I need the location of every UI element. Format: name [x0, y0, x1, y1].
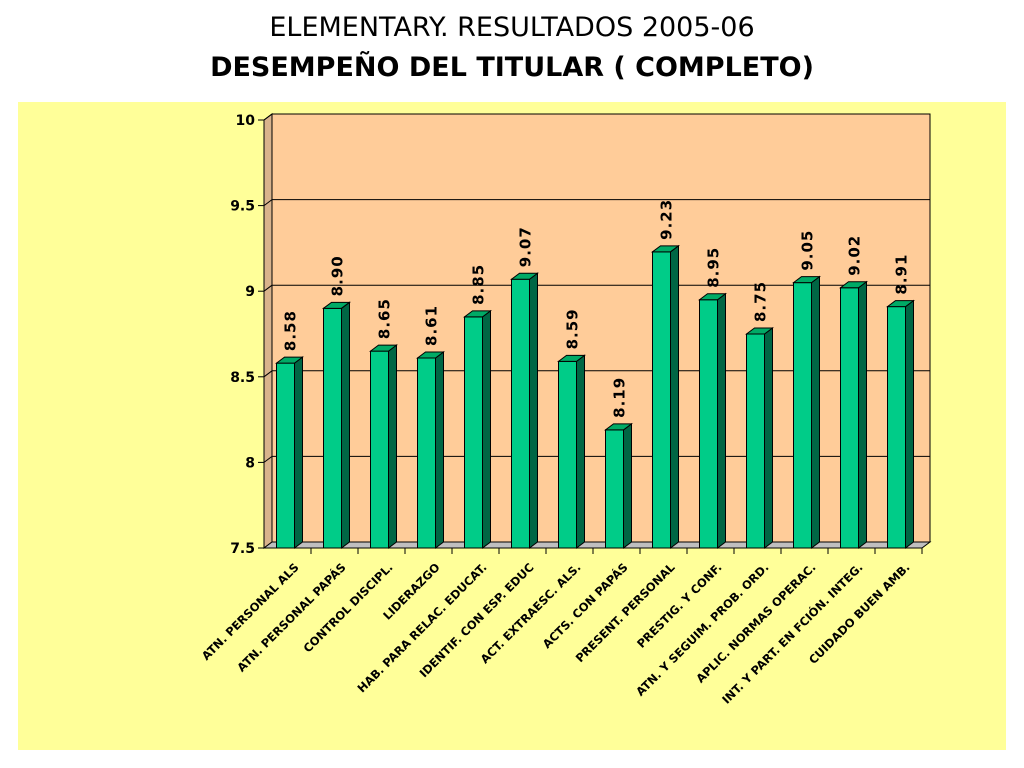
- bar-front: [464, 316, 483, 549]
- bar-front: [840, 287, 859, 549]
- bar-front: [793, 282, 812, 549]
- bar-top: [604, 423, 633, 431]
- bar-top: [698, 293, 727, 301]
- bar-side: [482, 309, 491, 549]
- bar-top: [745, 327, 774, 335]
- data-label: 8.58: [282, 310, 300, 351]
- data-label: 8.61: [423, 305, 441, 346]
- data-label: 9.07: [517, 226, 535, 267]
- data-label: 8.95: [705, 247, 723, 288]
- gridlines: [263, 113, 930, 463]
- bar: [839, 280, 868, 549]
- bar-chart: 8.588.908.65 8.618.859.078.598.199.238.95…: [18, 102, 1006, 750]
- bar-top: [651, 245, 680, 253]
- bar-side: [576, 354, 585, 549]
- bars: [275, 244, 915, 549]
- y-tick-label: 7.5: [230, 541, 255, 557]
- bar-side: [670, 244, 679, 549]
- y-tick-label: 8: [245, 455, 255, 471]
- bar: [463, 309, 492, 549]
- bar-front: [558, 360, 577, 549]
- bar-front: [370, 350, 389, 549]
- data-label: 8.85: [470, 264, 488, 305]
- bar-top: [886, 300, 915, 308]
- y-tick-label: 9.5: [230, 199, 255, 215]
- bar: [792, 275, 821, 549]
- bar-side: [717, 292, 726, 549]
- data-label: 9.23: [658, 199, 676, 240]
- bar-side: [623, 422, 632, 549]
- bar: [651, 244, 680, 549]
- bar: [369, 344, 398, 549]
- bar-top: [839, 281, 868, 289]
- bar: [416, 350, 445, 549]
- bar: [275, 356, 304, 549]
- gridline-side: [263, 284, 273, 292]
- bar-front: [887, 306, 906, 549]
- chart-title: ELEMENTARY. RESULTADOS 2005-06: [269, 12, 755, 43]
- plot-area: [262, 113, 932, 549]
- bar-side: [294, 356, 303, 549]
- data-labels: 8.58 8.90 8.65 8.61 8.85 9.07 8.59 8.19 9.23 8.95…: [282, 199, 911, 418]
- y-tick-label: 9: [245, 284, 255, 300]
- bar-top: [322, 301, 351, 309]
- data-label: 9.05: [799, 230, 817, 271]
- bar-top: [463, 310, 492, 318]
- bar-top: [792, 276, 821, 284]
- y-tick-label: 10: [236, 113, 256, 129]
- bar-front: [746, 333, 765, 549]
- gridline-side: [263, 199, 273, 206]
- bar-side: [388, 344, 397, 549]
- bar: [698, 292, 727, 549]
- bar: [510, 272, 539, 549]
- data-label: 8.90: [329, 255, 347, 296]
- bar-side: [858, 280, 867, 549]
- bar-side: [529, 272, 538, 549]
- bar: [604, 422, 633, 549]
- bar-front: [417, 357, 436, 549]
- gridline-side: [263, 370, 273, 378]
- bar-front: [276, 362, 295, 549]
- plot-side-wall: [263, 113, 273, 549]
- bar-front: [699, 299, 718, 549]
- chart-subtitle: DESEMPEÑO DEL TITULAR ( COMPLETO): [210, 52, 814, 83]
- chart-panel: 8.58 8.90 8.65 8.61 8.85 9.07 8.59 8.19 9.23 8.95…: [18, 102, 1006, 750]
- bar-top: [510, 272, 539, 280]
- bar-side: [811, 275, 820, 549]
- data-label: 9.02: [846, 235, 864, 276]
- data-label: 8.65: [376, 298, 394, 339]
- bar-top: [557, 354, 586, 362]
- bar: [322, 301, 351, 549]
- y-tick-label: 8.5: [230, 370, 255, 386]
- plot-floor: [262, 541, 932, 549]
- bar-front: [511, 278, 530, 549]
- data-label: 8.75: [752, 281, 770, 322]
- bar-top: [416, 351, 445, 359]
- bar-front: [605, 429, 624, 549]
- data-label: 8.19: [611, 377, 629, 418]
- y-axis-ticks: 7.5 8 8.5 9 9.5 10: [230, 113, 264, 557]
- data-label: 8.91: [893, 254, 911, 295]
- gridline-side: [263, 455, 273, 463]
- bar-side: [764, 327, 773, 549]
- bar: [745, 327, 774, 549]
- bar-front: [323, 307, 342, 549]
- bar-top: [275, 356, 304, 364]
- bar: [886, 299, 915, 549]
- gridline-side: [263, 113, 273, 121]
- bar-side: [905, 299, 914, 549]
- bar: [557, 354, 586, 549]
- bar-side: [341, 301, 350, 549]
- bar-front: [652, 251, 671, 549]
- bar-side: [435, 350, 444, 549]
- bar-top: [369, 344, 398, 352]
- data-label: 8.59: [564, 308, 582, 349]
